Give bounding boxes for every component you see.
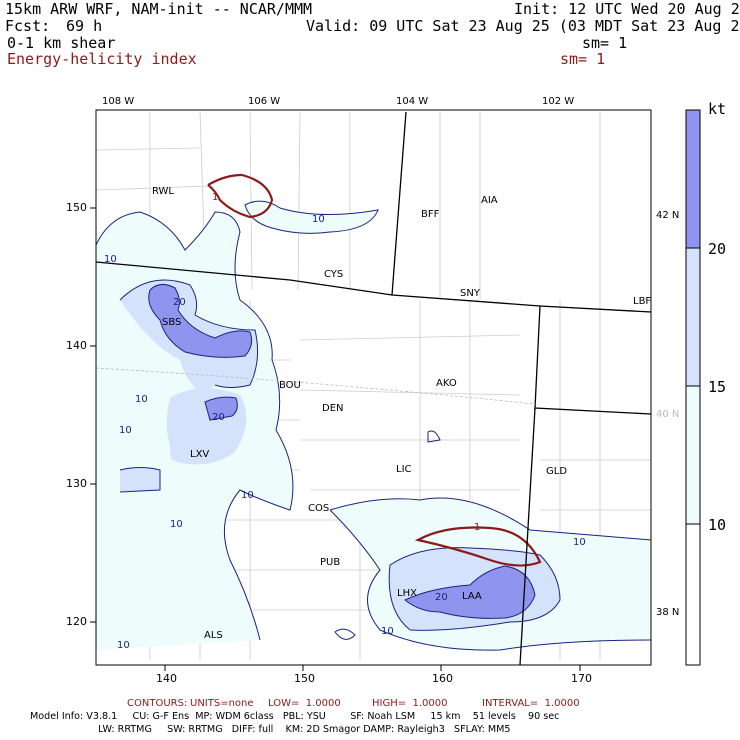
footer-model-info-line1: Model Info: V3.8.1 CU: G-F Ens MP: WDM 6…	[30, 711, 560, 722]
lon-label-108w: 108 W	[102, 96, 135, 107]
station-cos: COS	[308, 503, 330, 514]
station-sbs: SBS	[162, 317, 182, 328]
valid-time: Valid: 09 UTC Sat 23 Aug 25 (03 MDT Sat …	[306, 17, 740, 35]
shear-fill-20	[148, 284, 535, 619]
contour-label-shear: 10	[119, 425, 132, 436]
lat-label-40n: 40 N	[656, 409, 680, 420]
model-title: 15km ARW WRF, NAM-init -- NCAR/MMM	[5, 0, 313, 18]
station-cys: CYS	[324, 269, 344, 280]
contour-label-ehi: 1	[212, 192, 219, 203]
station-als: ALS	[204, 630, 223, 641]
colorbar-level-20: 20	[708, 240, 727, 258]
contour-label-shear: 10	[381, 626, 394, 637]
lon-label-104w: 104 W	[396, 96, 429, 107]
y-tick-150: 150	[66, 201, 87, 214]
contour-label-shear: 10	[312, 214, 325, 225]
contour-label-shear: 20	[173, 297, 186, 308]
contour-label-shear: 20	[212, 412, 225, 423]
colorbar-level-10: 10	[708, 516, 727, 534]
state-borders	[95, 111, 652, 666]
footer-low: LOW= 1.0000	[268, 698, 341, 709]
shear-contours	[96, 200, 651, 651]
field-ehi-smoothing: sm= 1	[560, 50, 606, 68]
colorbar-unit: kt	[708, 100, 727, 118]
contour-label-shear: 10	[135, 394, 148, 405]
station-lbf: LBF	[633, 296, 652, 307]
map-fill-layer	[96, 111, 651, 660]
contour-label-shear: 10	[241, 490, 254, 501]
station-laa: LAA	[462, 591, 482, 602]
y-tick-120: 120	[66, 615, 87, 628]
station-den: DEN	[322, 403, 344, 414]
field-shear-smoothing: sm= 1	[582, 34, 628, 52]
station-lic: LIC	[396, 464, 412, 475]
latitude-line-40n	[95, 367, 536, 405]
plot-frame	[95, 109, 652, 666]
axis-ticks	[90, 207, 581, 671]
colorbar	[685, 109, 701, 666]
lat-label-42n: 42 N	[656, 210, 680, 221]
y-tick-130: 130	[66, 477, 87, 490]
x-tick-160: 160	[432, 672, 453, 685]
x-tick-170: 170	[571, 672, 592, 685]
y-tick-140: 140	[66, 339, 87, 352]
contour-label-shear: 10	[117, 640, 130, 651]
x-tick-150: 150	[294, 672, 315, 685]
station-gld: GLD	[546, 466, 568, 477]
footer-contours-label: CONTOURS:	[127, 698, 188, 709]
station-lxv: LXV	[190, 449, 210, 460]
lon-label-106w: 106 W	[248, 96, 281, 107]
forecast-hour: 69 h	[66, 17, 103, 35]
footer-high: HIGH= 1.0000	[372, 698, 448, 709]
colorbar-level-15: 15	[708, 378, 727, 396]
contour-label-shear: 20	[435, 592, 448, 603]
forecast-label: Fcst:	[5, 17, 51, 35]
station-sny: SNY	[460, 288, 480, 299]
lon-label-102w: 102 W	[542, 96, 575, 107]
x-tick-140: 140	[156, 672, 177, 685]
contour-label-shear: 10	[104, 254, 117, 265]
footer-model-info-line2: LW: RRTMG SW: RRTMG DIFF: full KM: 2D Sm…	[98, 724, 511, 735]
station-bou: BOU	[279, 380, 301, 391]
field-shear-name: 0-1 km shear	[7, 34, 116, 52]
contour-label-shear: 10	[170, 519, 183, 530]
station-lhx: LHX	[397, 588, 417, 599]
footer-units: UNITS=none	[190, 698, 254, 709]
contour-label-ehi: 1	[474, 522, 481, 533]
station-rwl: RWL	[152, 186, 175, 197]
init-time: Init: 12 UTC Wed 20 Aug 25	[514, 0, 740, 18]
station-ako: AKO	[436, 378, 457, 389]
contour-label-shear: 10	[573, 537, 586, 548]
station-pub: PUB	[320, 557, 341, 568]
field-ehi-name: Energy-helicity index	[7, 50, 197, 68]
lat-label-38n: 38 N	[656, 607, 680, 618]
ehi-contours	[207, 173, 542, 567]
footer-interval: INTERVAL= 1.0000	[482, 698, 580, 709]
station-aia: AIA	[481, 195, 498, 206]
station-bff: BFF	[421, 209, 440, 220]
